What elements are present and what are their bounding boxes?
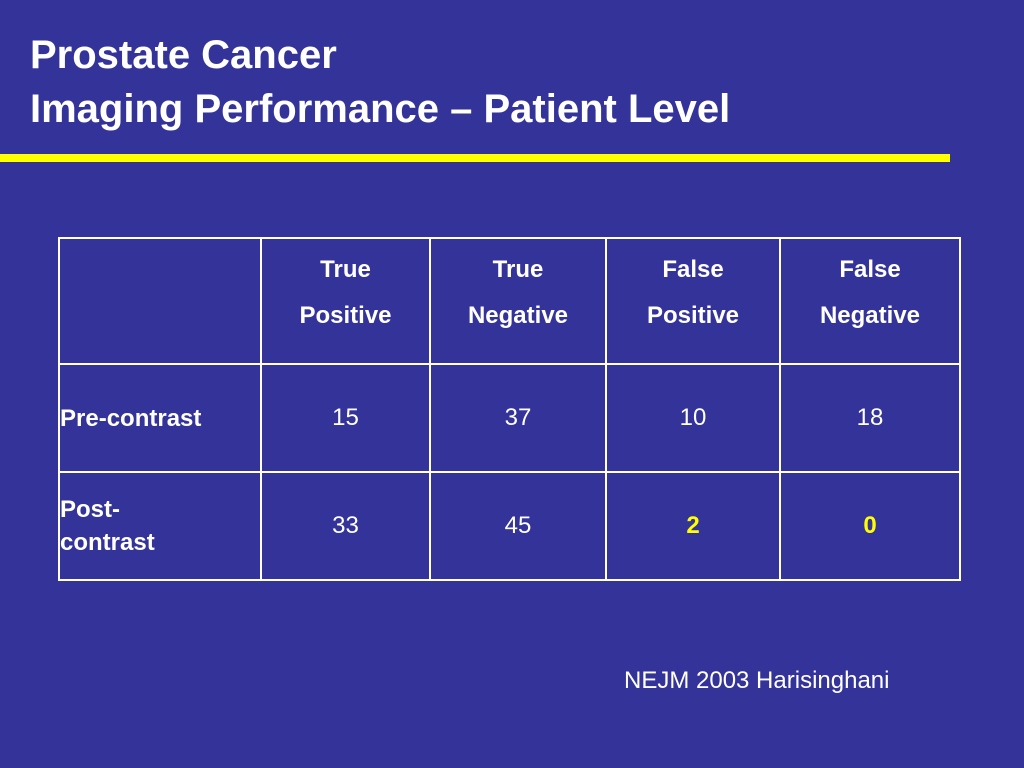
cell-pre-false-negative: 18	[779, 363, 961, 473]
slide-title-line-2: Imaging Performance – Patient Level	[30, 87, 731, 131]
table-row-pre-contrast: Pre-contrast 15 37 10 18	[58, 363, 961, 473]
performance-table: True Positive True Negative False Positi…	[58, 237, 961, 581]
slide-title: Prostate Cancer Imaging Performance – Pa…	[30, 28, 730, 136]
cell-pre-true-negative: 37	[429, 363, 607, 473]
header-true-negative: True Negative	[429, 237, 607, 365]
header-false-positive: False Positive	[605, 237, 781, 365]
slide-title-line-1: Prostate Cancer	[30, 33, 337, 77]
citation-text: NEJM 2003 Harisinghani	[624, 667, 890, 694]
header-false-negative: False Negative	[779, 237, 961, 365]
title-underline-rule	[0, 154, 950, 162]
table-header-row: True Positive True Negative False Positi…	[58, 237, 961, 365]
header-true-positive: True Positive	[260, 237, 431, 365]
row-label-post-contrast: Post- contrast	[58, 471, 262, 581]
cell-pre-true-positive: 15	[260, 363, 431, 473]
cell-post-true-positive: 33	[260, 471, 431, 581]
cell-post-false-positive: 2	[605, 471, 781, 581]
cell-post-true-negative: 45	[429, 471, 607, 581]
table-row-post-contrast: Post- contrast 33 45 2 0	[58, 471, 961, 581]
header-empty-cell	[58, 237, 262, 365]
row-label-pre-contrast: Pre-contrast	[58, 363, 262, 473]
cell-pre-false-positive: 10	[605, 363, 781, 473]
cell-post-false-negative: 0	[779, 471, 961, 581]
